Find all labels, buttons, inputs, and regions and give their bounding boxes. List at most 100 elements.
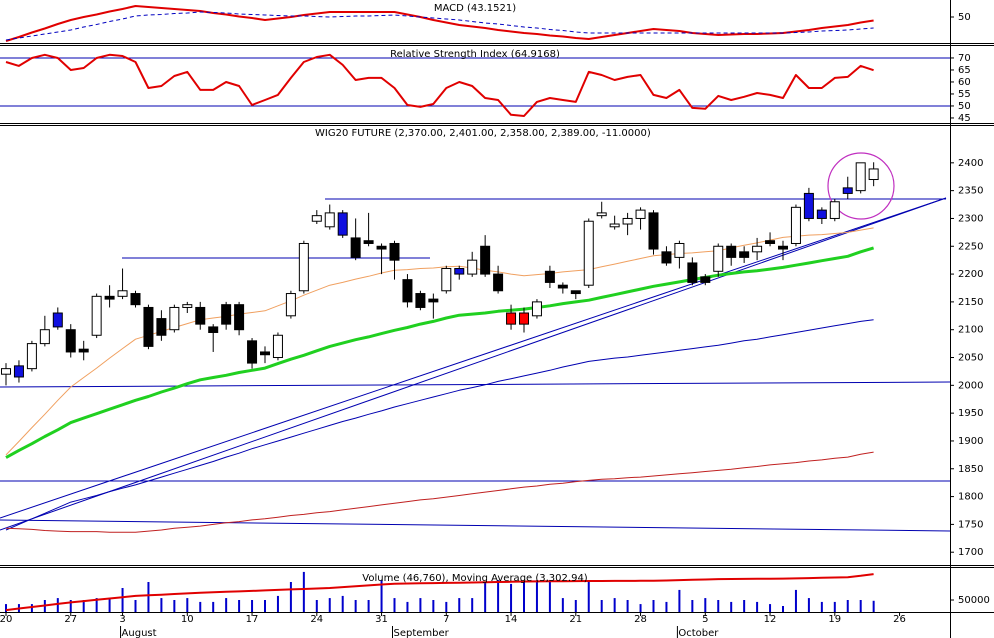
candle-body — [182, 304, 193, 308]
candle-body — [855, 162, 866, 192]
volume-bar — [341, 595, 344, 612]
price-title: WIG20 FUTURE (2,370.00, 2,401.00, 2,358.… — [315, 128, 651, 139]
candle-body — [324, 212, 335, 228]
month-label: August — [122, 628, 157, 638]
y-tick-label: 2050 — [958, 353, 983, 364]
candle-body — [91, 295, 102, 336]
candle-body — [803, 192, 814, 219]
x-tick-label: 12 — [764, 614, 777, 625]
y-tick-label: 1950 — [958, 408, 983, 419]
volume-bar — [458, 598, 461, 612]
trend-line — [0, 519, 951, 532]
y-tick-label: 2300 — [958, 213, 983, 224]
volume-bar — [134, 600, 137, 612]
volume-bar — [5, 604, 7, 612]
candle-body — [247, 340, 258, 364]
volume-bar — [600, 600, 603, 612]
volume-bar — [289, 582, 292, 612]
candle-body — [234, 304, 245, 331]
y-tick-label: 2250 — [958, 241, 983, 252]
volume-bar — [782, 606, 784, 612]
volume-bar — [471, 598, 474, 612]
candle-body — [402, 279, 413, 303]
candle-body — [583, 220, 594, 286]
volume-bar — [833, 601, 836, 612]
candle-body — [117, 290, 128, 297]
volume-bar — [859, 600, 862, 612]
candle-body — [829, 201, 840, 219]
volume-bar — [406, 601, 409, 612]
candle-body — [13, 365, 24, 378]
candle-body — [519, 312, 529, 325]
volume-bar — [302, 571, 305, 612]
macd-title: MACD (43.1521) — [434, 3, 516, 14]
candle-body — [1, 368, 11, 375]
month-label: October — [678, 628, 719, 638]
candle-body — [298, 242, 309, 292]
x-tick-label: 5 — [702, 614, 708, 625]
volume-bar — [743, 600, 746, 612]
series-line — [5, 11, 874, 41]
candle-body — [337, 212, 348, 236]
candle-body — [272, 334, 283, 359]
candle-body — [104, 295, 115, 300]
trend-line — [0, 197, 947, 531]
volume-bar — [95, 598, 98, 612]
y-tick-label: 1700 — [958, 547, 983, 558]
marks: 5070656055504524002350230022502200215021… — [0, 5, 990, 638]
candle-body — [130, 293, 141, 306]
trend-line — [0, 381, 951, 388]
candle-body — [363, 240, 374, 244]
volume-bar — [445, 601, 448, 612]
volume-bar — [872, 600, 875, 612]
x-tick-label: 10 — [181, 614, 194, 625]
candle-body — [622, 217, 633, 225]
y-tick-label: 50 — [958, 12, 971, 23]
y-tick-label: 1800 — [958, 492, 983, 503]
x-tick-label: 27 — [64, 614, 77, 625]
candle-body — [609, 223, 620, 228]
candle-body — [648, 212, 659, 250]
volume-title: Volume (46,760), Moving Average (3,302.9… — [362, 573, 588, 584]
volume-bar — [264, 600, 266, 612]
candle-body — [570, 290, 581, 295]
candle-body — [544, 270, 555, 283]
volume-bar — [432, 600, 435, 612]
x-tick-label: 26 — [893, 614, 906, 625]
volume-bar — [69, 600, 72, 612]
candle-body — [454, 268, 465, 275]
volume-bar — [173, 600, 176, 612]
y-tick-label: 50000 — [958, 595, 990, 606]
candle-body — [428, 298, 439, 303]
volume-bar — [484, 582, 487, 612]
volume-bar — [276, 595, 279, 612]
series-line — [5, 5, 874, 42]
volume-bar — [846, 600, 849, 612]
volume-bar — [730, 601, 733, 612]
candle-body — [221, 304, 232, 325]
candle-body — [39, 329, 50, 345]
volume-bar — [626, 600, 629, 612]
y-tick-label: 2200 — [958, 269, 983, 280]
volume-bar — [225, 598, 228, 612]
x-tick-label: 28 — [634, 614, 647, 625]
series-line — [5, 319, 874, 531]
candle-body — [596, 212, 607, 217]
candle-body — [842, 187, 853, 194]
series-line — [5, 573, 874, 612]
x-tick-label: 3 — [119, 614, 125, 625]
x-tick-label: 17 — [246, 614, 259, 625]
volume-bar — [30, 604, 33, 612]
candle-body — [156, 318, 167, 336]
volume-bar — [238, 600, 241, 612]
y-tick-label: 2000 — [958, 380, 983, 391]
candle-body — [713, 245, 724, 272]
volume-bar — [160, 598, 163, 612]
candle-body — [467, 259, 478, 275]
volume-bar — [704, 598, 707, 612]
candle-body — [493, 273, 504, 292]
candle-body — [389, 242, 400, 261]
volume-bar — [147, 582, 150, 612]
volume-bar — [574, 600, 577, 612]
